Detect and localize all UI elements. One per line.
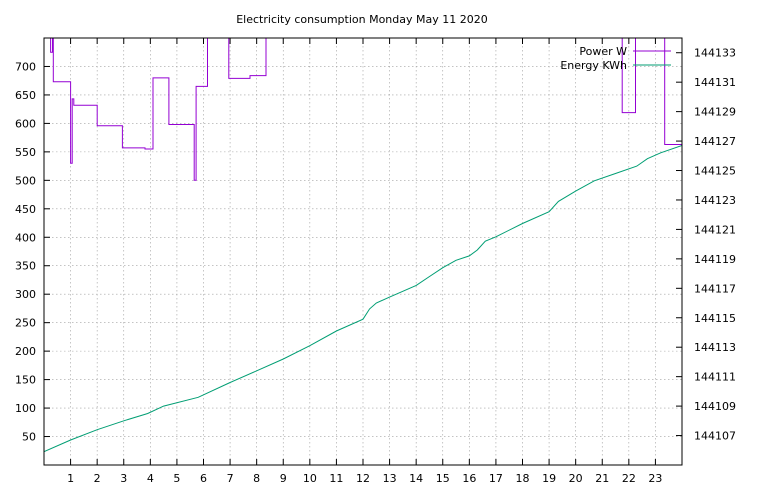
y2-tick-label: 144127 (694, 135, 736, 148)
y2-tick-label: 144123 (694, 194, 736, 207)
y-tick-label: 700 (15, 60, 36, 73)
y-tick-label: 200 (15, 345, 36, 358)
x-tick-label: 21 (595, 472, 609, 485)
y-tick-label: 600 (15, 117, 36, 130)
x-tick-label: 14 (409, 472, 423, 485)
x-tick-label: 6 (200, 472, 207, 485)
y-tick-label: 250 (15, 317, 36, 330)
y2-tick-label: 144131 (694, 76, 736, 89)
x-tick-label: 16 (462, 472, 476, 485)
x-tick-label: 8 (253, 472, 260, 485)
series-line-2 (44, 145, 682, 453)
x-tick-label: 2 (94, 472, 101, 485)
y2-tick-label: 144117 (694, 282, 736, 295)
x-tick-label: 17 (489, 472, 503, 485)
y2-tick-label: 144125 (694, 165, 736, 178)
x-tick-label: 3 (120, 472, 127, 485)
x-tick-label: 5 (173, 472, 180, 485)
x-tick-label: 1 (67, 472, 74, 485)
y-tick-label: 300 (15, 288, 36, 301)
x-tick-label: 12 (356, 472, 370, 485)
legend-label-1: Power W (579, 45, 627, 58)
y-tick-label: 350 (15, 260, 36, 273)
x-tick-label: 15 (436, 472, 450, 485)
chart-title: Electricity consumption Monday May 11 20… (236, 13, 488, 26)
x-tick-label: 13 (383, 472, 397, 485)
x-tick-label: 11 (329, 472, 343, 485)
y2-tick-label: 144129 (694, 106, 736, 119)
x-tick-label: 18 (516, 472, 530, 485)
y-tick-label: 650 (15, 89, 36, 102)
y2-tick-label: 144119 (694, 253, 736, 266)
series-layer (44, 38, 682, 453)
y2-tick-label: 144111 (694, 371, 736, 384)
x-tick-label: 19 (542, 472, 556, 485)
y2-tick-label: 144107 (694, 430, 736, 443)
y2-tick-label: 144113 (694, 341, 736, 354)
y-tick-label: 550 (15, 146, 36, 159)
y2-tick-label: 144109 (694, 400, 736, 413)
y-tick-label: 50 (22, 431, 36, 444)
y-tick-label: 500 (15, 174, 36, 187)
y2-axis: 144107 144109 144111 144113 144115 144117 1441… (676, 47, 736, 443)
y2-tick-label: 144115 (694, 312, 736, 325)
y-tick-label: 100 (15, 402, 36, 415)
x-tick-label: 23 (648, 472, 662, 485)
y-tick-label: 150 (15, 374, 36, 387)
y-tick-label: 400 (15, 231, 36, 244)
x-tick-label: 9 (280, 472, 287, 485)
legend-label-2: Energy KWh (560, 59, 627, 72)
x-tick-label: 10 (303, 472, 317, 485)
x-tick-label: 4 (147, 472, 154, 485)
x-axis: 1 2 3 4 5 6 7 8 9 10 11 12 13 14 15 16 17 18 19 20 21 22 23 (67, 38, 662, 485)
y-axis: 50 100 150 200 250 300 350 400 450 500 550 600 650 70… (15, 60, 50, 444)
y2-tick-label: 144133 (694, 47, 736, 60)
x-tick-label: 20 (569, 472, 583, 485)
grid (44, 38, 682, 465)
x-tick-label: 22 (622, 472, 636, 485)
x-tick-label: 7 (227, 472, 234, 485)
series-line-1 (50, 38, 682, 181)
y2-tick-label: 144121 (694, 223, 736, 236)
y-tick-label: 450 (15, 203, 36, 216)
